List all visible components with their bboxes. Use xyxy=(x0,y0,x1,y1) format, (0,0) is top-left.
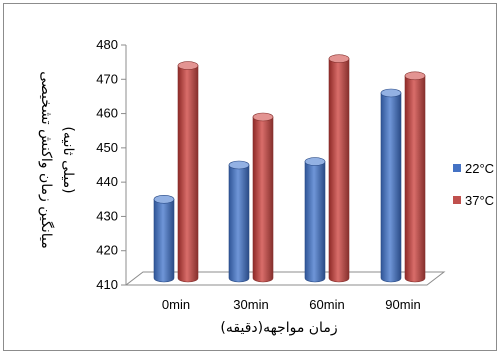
bar-body xyxy=(252,116,274,283)
legend-label-22°C: 22°C xyxy=(465,161,494,176)
bar-cap xyxy=(177,61,199,70)
x-axis-ticks: 0min 30min 60min 90min xyxy=(162,297,421,312)
y-tick-label: 410 xyxy=(96,277,118,292)
y-tick-label: 470 xyxy=(96,71,118,86)
legend-swatch-22°C xyxy=(453,164,461,172)
bar-cap xyxy=(380,88,402,98)
x-tick-label: 0min xyxy=(162,297,190,312)
bar-37°C-0min xyxy=(177,61,199,283)
bar-22°C-60min xyxy=(304,157,326,283)
bar-37°C-90min xyxy=(404,71,426,283)
bar-body xyxy=(177,65,199,283)
bar-body xyxy=(328,58,350,283)
bar-37°C-60min xyxy=(328,54,350,283)
y-axis-label-line1: میانگین زمان واکنش تشخیصی xyxy=(38,71,55,249)
x-tick-label: 60min xyxy=(309,297,344,312)
y-tick-label: 440 xyxy=(96,174,118,189)
bar-22°C-90min xyxy=(380,88,402,283)
bar-body xyxy=(380,92,402,283)
bar-body xyxy=(228,164,250,283)
x-tick-label: 30min xyxy=(233,297,268,312)
bar-37°C-30min xyxy=(252,112,274,283)
y-axis: 410 420 430 440 450 460 470 480 xyxy=(96,37,127,292)
bars xyxy=(153,54,426,283)
y-axis-label: میانگین زمان واکنش تشخیصی (میلی ثانیه) xyxy=(38,71,76,249)
bar-cap xyxy=(328,54,350,64)
y-tick-label: 420 xyxy=(96,243,118,258)
bar-cap xyxy=(404,71,426,81)
legend: 22°C 37°C xyxy=(453,161,494,208)
bar-cap xyxy=(228,160,250,170)
legend-swatch-37°C xyxy=(453,196,461,204)
bar-body xyxy=(153,198,175,283)
x-axis-label: زمان مواجهه(دقیقه) xyxy=(220,320,337,336)
bar-cap xyxy=(252,112,274,122)
bar-22°C-0min xyxy=(153,194,175,283)
bar-cap xyxy=(304,157,326,166)
legend-label-37°C: 37°C xyxy=(465,193,494,208)
y-tick-label: 450 xyxy=(96,140,118,155)
bar-body xyxy=(404,75,426,283)
y-axis-label-line2: (میلی ثانیه) xyxy=(60,126,76,193)
y-tick-label: 460 xyxy=(96,106,118,121)
floor-plane xyxy=(124,271,446,286)
bar-body xyxy=(304,161,326,283)
bar-22°C-30min xyxy=(228,160,250,283)
y-tick-label: 430 xyxy=(96,208,118,223)
bar-cap xyxy=(153,194,175,204)
plot-floor xyxy=(124,271,446,286)
x-tick-label: 90min xyxy=(385,297,420,312)
y-tick-label: 480 xyxy=(96,37,118,52)
